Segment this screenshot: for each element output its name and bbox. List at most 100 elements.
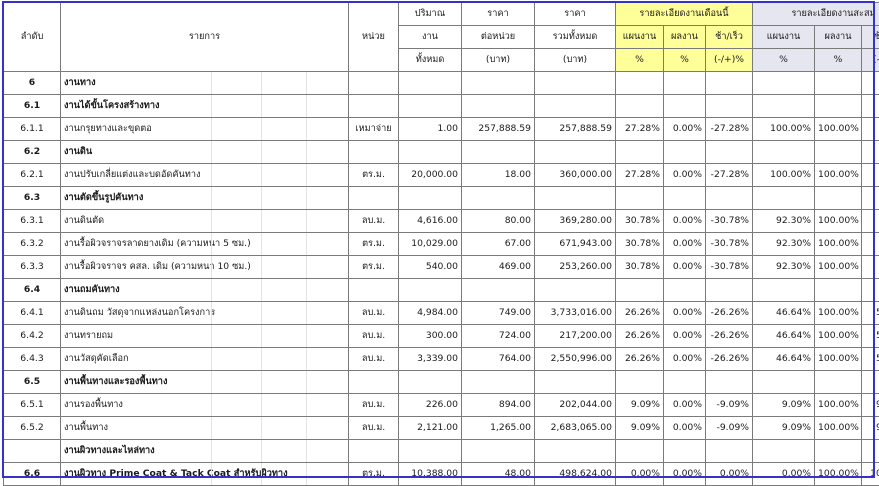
cell-month-plan[interactable]: 26.26%: [615, 324, 664, 348]
cell-cum-actual[interactable]: [814, 71, 863, 95]
cell-total-price[interactable]: 498,624.00: [534, 462, 616, 486]
cell-item-no[interactable]: 6.3.1: [3, 209, 61, 233]
table-row[interactable]: 6.5 งานพื้นทางและรองพื้นทาง: [3, 370, 879, 394]
cell-quantity[interactable]: 10,029.00: [398, 232, 462, 256]
cell-cum-plan[interactable]: 100.00%: [752, 117, 816, 141]
cell-quantity[interactable]: [398, 370, 462, 394]
table-row[interactable]: 6.1.1 งานกรุยทางและขุดตอ เหมาจ่าย 1.00 257,8…: [3, 117, 879, 141]
cell-item-no[interactable]: 6.4.1: [3, 301, 61, 325]
cell-cum-actual[interactable]: 100.00%: [814, 347, 863, 371]
cell-cum-delta[interactable]: [861, 71, 879, 95]
cell-month-actual[interactable]: 0.00%: [663, 462, 706, 486]
cell-quantity[interactable]: 1.00: [398, 117, 462, 141]
cell-quantity[interactable]: 540.00: [398, 255, 462, 279]
cell-quantity[interactable]: [398, 278, 462, 302]
cell-total-price[interactable]: [534, 370, 616, 394]
cell-month-delta[interactable]: 0.00%: [704, 462, 754, 486]
cell-cum-actual[interactable]: 100.00%: [814, 163, 863, 187]
table-row[interactable]: 6.3.3 งานรื้อผิวจราจร คสล. เดิม (ความหนา …: [3, 255, 879, 279]
cell-cum-actual[interactable]: 100.00%: [814, 416, 863, 440]
cell-unit-price[interactable]: [461, 140, 535, 164]
cell-month-actual[interactable]: 0.00%: [663, 232, 706, 256]
cell-unit-price[interactable]: 469.00: [461, 255, 535, 279]
cell-quantity[interactable]: [398, 140, 462, 164]
cell-cum-plan[interactable]: 100.00%: [752, 163, 816, 187]
cell-cum-delta[interactable]: 7.70%: [861, 209, 879, 233]
cell-unit-price[interactable]: [461, 71, 535, 95]
cell-month-plan[interactable]: [615, 140, 664, 164]
cell-cum-delta[interactable]: [861, 94, 879, 118]
cell-description[interactable]: งานทาง: [60, 71, 349, 95]
cell-quantity[interactable]: 300.00: [398, 324, 462, 348]
cell-cum-actual[interactable]: 100.00%: [814, 232, 863, 256]
cell-month-actual[interactable]: [663, 94, 706, 118]
cell-month-delta[interactable]: [704, 186, 754, 210]
cell-month-actual[interactable]: [663, 439, 706, 463]
cell-description[interactable]: งานดิน: [60, 140, 349, 164]
cell-cum-actual[interactable]: 100.00%: [814, 255, 863, 279]
cell-total-price[interactable]: 2,683,065.00: [534, 416, 616, 440]
cell-cum-actual[interactable]: 100.00%: [814, 117, 863, 141]
cell-cum-actual[interactable]: [814, 370, 863, 394]
cell-cum-delta[interactable]: 0.00%: [861, 117, 879, 141]
cell-month-actual[interactable]: 0.00%: [663, 255, 706, 279]
cell-total-price[interactable]: 2,550,996.00: [534, 347, 616, 371]
cell-total-price[interactable]: 253,260.00: [534, 255, 616, 279]
cell-cum-plan[interactable]: 92.30%: [752, 232, 816, 256]
cell-cum-plan[interactable]: 9.09%: [752, 393, 816, 417]
cell-month-plan[interactable]: 30.78%: [615, 255, 664, 279]
cell-month-actual[interactable]: 0.00%: [663, 416, 706, 440]
cell-month-delta[interactable]: [704, 439, 754, 463]
cell-unit[interactable]: ตร.ม.: [348, 255, 399, 279]
cell-cum-delta[interactable]: [861, 278, 879, 302]
cell-quantity[interactable]: [398, 186, 462, 210]
cell-month-delta[interactable]: -26.26%: [704, 301, 754, 325]
cell-unit[interactable]: [348, 94, 399, 118]
cell-month-actual[interactable]: 0.00%: [663, 324, 706, 348]
cell-unit[interactable]: [348, 140, 399, 164]
cell-cum-delta[interactable]: 100.00%: [861, 462, 879, 486]
cell-unit[interactable]: [348, 186, 399, 210]
table-row[interactable]: งานผิวทางและไหล่ทาง: [3, 439, 879, 463]
cell-month-delta[interactable]: -30.78%: [704, 209, 754, 233]
cell-cum-actual[interactable]: [814, 94, 863, 118]
table-row[interactable]: 6.1 งานได้ขั้นโครงสร้างทาง: [3, 94, 879, 118]
cell-month-actual[interactable]: 0.00%: [663, 347, 706, 371]
cell-total-price[interactable]: 257,888.59: [534, 117, 616, 141]
cell-month-plan[interactable]: [615, 186, 664, 210]
cell-quantity[interactable]: [398, 71, 462, 95]
cell-description[interactable]: งานพื้นทาง: [60, 416, 349, 440]
cell-month-plan[interactable]: [615, 94, 664, 118]
cell-month-plan[interactable]: 9.09%: [615, 393, 664, 417]
cell-description[interactable]: งานผิวทาง Prime Coat & Tack Coat สำหรับผ…: [60, 462, 349, 486]
cell-cum-actual[interactable]: [814, 439, 863, 463]
cell-month-plan[interactable]: 0.00%: [615, 462, 664, 486]
cell-month-delta[interactable]: -9.09%: [704, 393, 754, 417]
cell-item-no[interactable]: 6.4.2: [3, 324, 61, 348]
cell-item-no[interactable]: 6.4.3: [3, 347, 61, 371]
cell-unit[interactable]: ลบ.ม.: [348, 301, 399, 325]
cell-cum-delta[interactable]: 7.70%: [861, 255, 879, 279]
cell-unit-price[interactable]: 18.00: [461, 163, 535, 187]
cell-description[interactable]: งานกรุยทางและขุดตอ: [60, 117, 349, 141]
cell-description[interactable]: งานได้ขั้นโครงสร้างทาง: [60, 94, 349, 118]
cell-month-delta[interactable]: -27.28%: [704, 117, 754, 141]
table-row[interactable]: 6.4 งานถมคันทาง: [3, 278, 879, 302]
cell-cum-plan[interactable]: [752, 71, 816, 95]
cell-month-delta[interactable]: [704, 140, 754, 164]
cell-unit[interactable]: ตร.ม.: [348, 462, 399, 486]
cell-description[interactable]: งานปรับเกลี่ยแต่งและบดอัดคันทาง: [60, 163, 349, 187]
table-row[interactable]: 6.6 งานผิวทาง Prime Coat & Tack Coat สำหร…: [3, 462, 879, 486]
cell-cum-actual[interactable]: 100.00%: [814, 209, 863, 233]
cell-total-price[interactable]: 671,943.00: [534, 232, 616, 256]
cell-unit[interactable]: [348, 439, 399, 463]
table-row[interactable]: 6.3.1 งานดินตัด ลบ.ม. 4,616.00 80.00 369,280.…: [3, 209, 879, 233]
cell-item-no[interactable]: 6.1: [3, 94, 61, 118]
cell-month-plan[interactable]: 30.78%: [615, 209, 664, 233]
cell-cum-plan[interactable]: [752, 140, 816, 164]
cell-cum-delta[interactable]: [861, 140, 879, 164]
cell-cum-actual[interactable]: 100.00%: [814, 301, 863, 325]
cell-total-price[interactable]: 202,044.00: [534, 393, 616, 417]
cell-month-plan[interactable]: 27.28%: [615, 117, 664, 141]
cell-month-plan[interactable]: 27.28%: [615, 163, 664, 187]
